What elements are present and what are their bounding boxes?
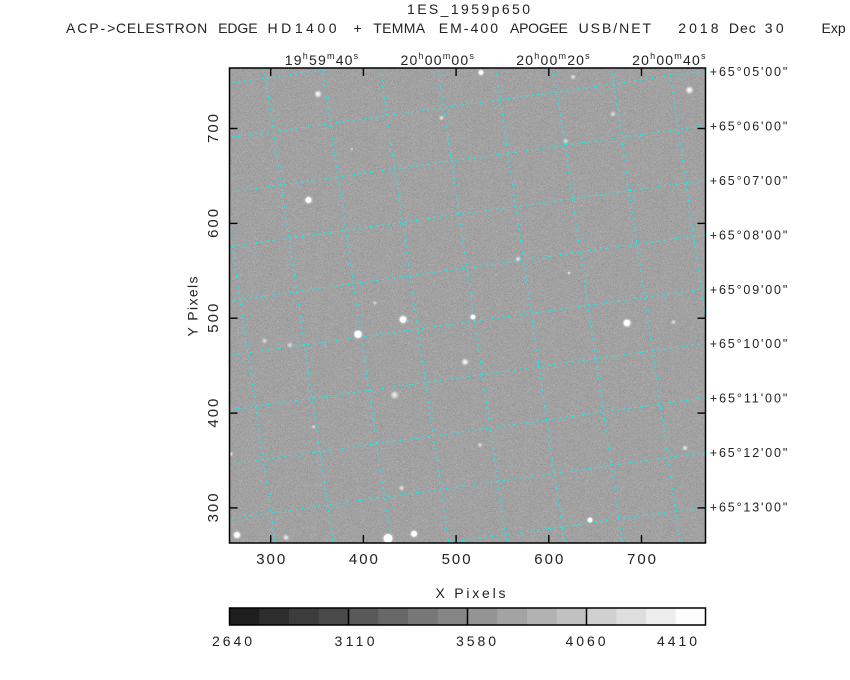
svg-text:500: 500: [205, 304, 222, 333]
svg-text:HD1400: HD1400: [268, 20, 337, 36]
svg-text:CELESTRON: CELESTRON: [116, 20, 207, 36]
svg-text:Exp: Exp: [822, 20, 846, 36]
svg-text:USB/NET: USB/NET: [579, 20, 652, 36]
svg-text:300: 300: [205, 493, 222, 522]
svg-text:+65°11'00": +65°11'00": [710, 392, 788, 406]
svg-text:+: +: [354, 20, 362, 36]
svg-text:EDGE: EDGE: [218, 20, 258, 36]
svg-text:19h59m40s: 19h59m40s: [285, 51, 360, 68]
svg-text:400: 400: [205, 399, 222, 428]
svg-text:+65°10'00": +65°10'00": [710, 337, 788, 351]
svg-text:20h00m20s: 20h00m20s: [516, 51, 591, 68]
svg-text:+65°09'00": +65°09'00": [710, 283, 788, 297]
svg-text:Dec: Dec: [729, 20, 756, 36]
svg-text:700: 700: [205, 114, 222, 143]
svg-text:600: 600: [205, 209, 222, 238]
svg-text:400: 400: [349, 551, 378, 568]
svg-text:+65°12'00": +65°12'00": [710, 446, 788, 460]
svg-text:EM-400: EM-400: [439, 20, 499, 36]
svg-text:600: 600: [534, 551, 563, 568]
svg-text:TEMMA: TEMMA: [373, 20, 426, 36]
svg-text:+65°08'00": +65°08'00": [710, 228, 788, 242]
svg-text:ACP->: ACP->: [66, 20, 115, 36]
svg-text:700: 700: [627, 551, 656, 568]
svg-text:+65°07'00": +65°07'00": [710, 174, 788, 188]
svg-text:+65°05'00": +65°05'00": [710, 65, 788, 79]
svg-text:300: 300: [256, 551, 285, 568]
svg-text:Y Pixels: Y Pixels: [185, 277, 201, 337]
svg-text:+65°06'00": +65°06'00": [710, 119, 788, 133]
svg-text:20h00m00s: 20h00m00s: [401, 51, 476, 68]
svg-text:APOGEE: APOGEE: [510, 20, 568, 36]
svg-text:20h00m40s: 20h00m40s: [632, 51, 707, 68]
svg-text:500: 500: [442, 551, 471, 568]
svg-text:+65°13'00": +65°13'00": [710, 501, 788, 515]
svg-text:1ES_1959p650: 1ES_1959p650: [407, 1, 530, 17]
